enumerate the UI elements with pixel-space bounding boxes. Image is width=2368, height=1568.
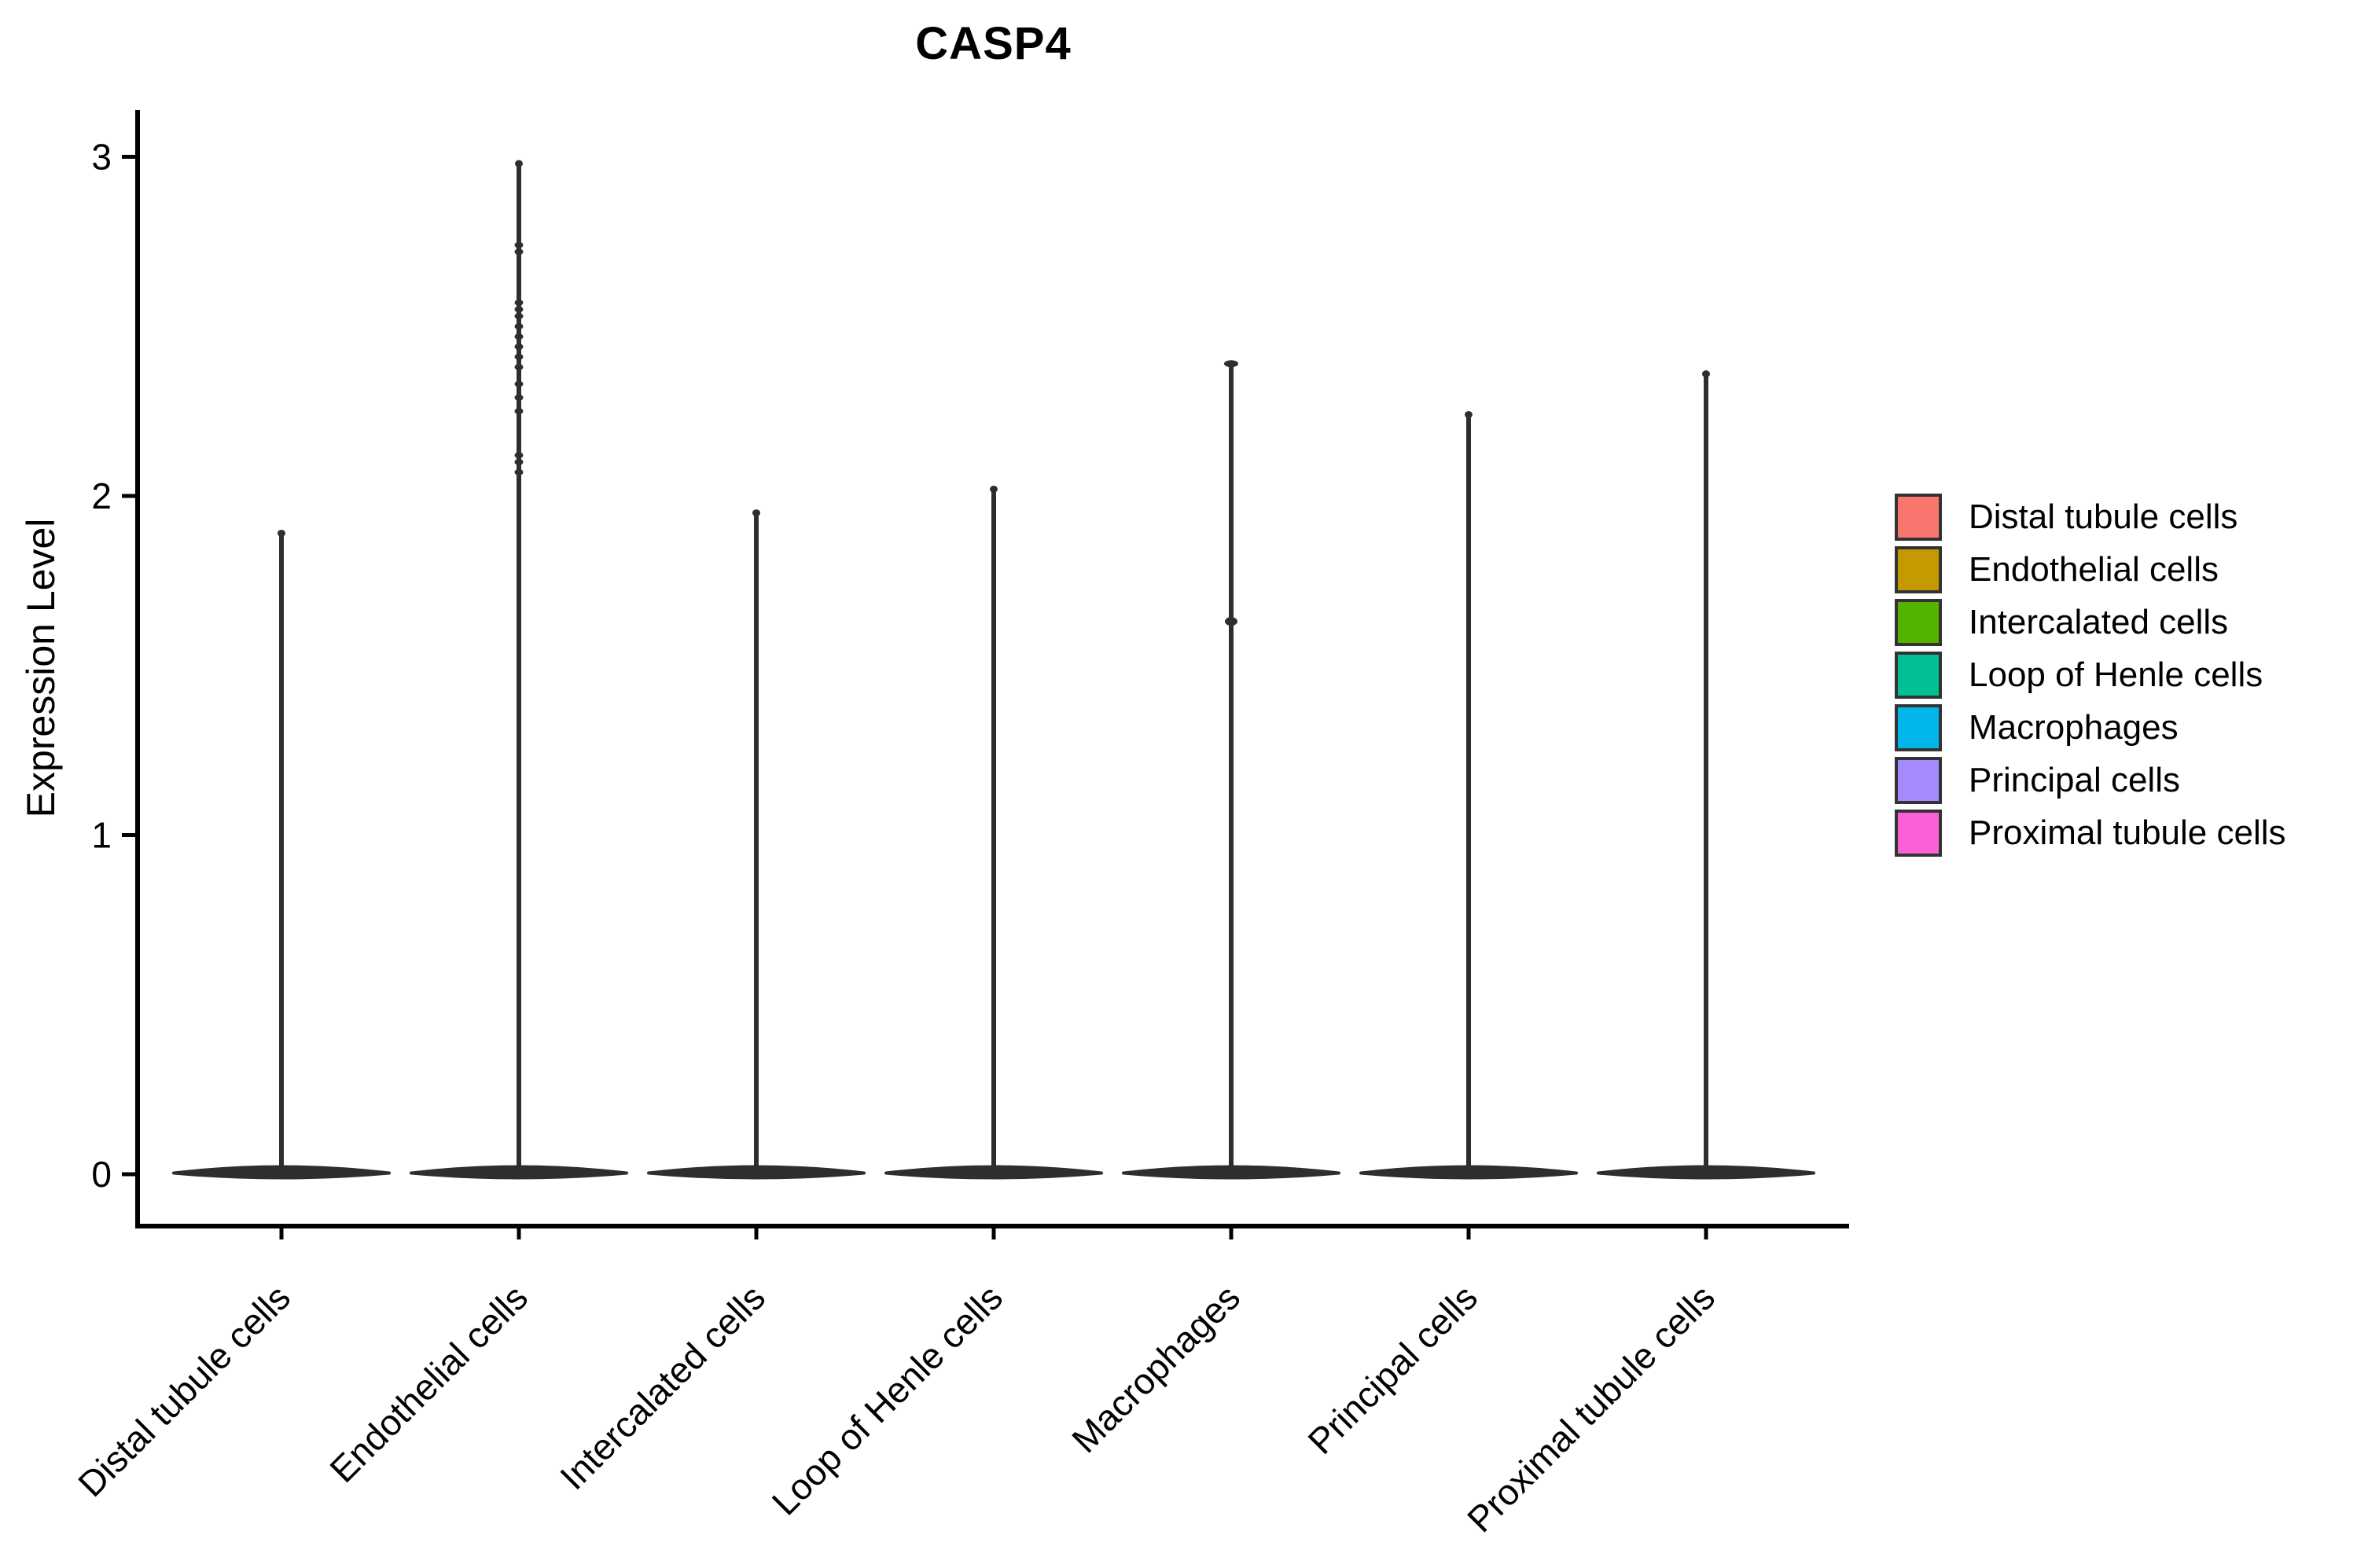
expression-point (514, 458, 524, 465)
violin-body-proximal-tubule-cells (1597, 1165, 1815, 1180)
legend-label-endothelial-cells: Endothelial cells (1969, 550, 2219, 589)
expression-point (514, 306, 524, 313)
legend: Distal tubule cells Endothelial cells Inte… (1895, 494, 2286, 857)
legend-item-proximal-tubule-cells: Proximal tubule cells (1895, 810, 2286, 857)
expression-point (1225, 617, 1237, 626)
y-tick-label-0: 0 (91, 1154, 112, 1195)
violin-distal-tubule-cells (172, 529, 391, 1180)
y-tick-label-3: 3 (91, 137, 112, 178)
legend-item-macrophages: Macrophages (1895, 704, 2286, 751)
plot-title: CASP4 (915, 18, 1072, 69)
legend-key-swatch-loop-of-henle-cells (1895, 652, 1942, 699)
legend-item-endothelial-cells: Endothelial cells (1895, 546, 2286, 593)
expression-point (514, 343, 524, 351)
legend-label-principal-cells: Principal cells (1969, 761, 2180, 799)
violin-max-point-endothelial-cells (515, 160, 523, 167)
violin-max-point-intercalated-cells (752, 509, 760, 517)
violin-intercalated-cells (647, 509, 866, 1180)
violin-body-distal-tubule-cells (172, 1165, 391, 1180)
legend-item-loop-of-henle-cells: Loop of Henle cells (1895, 652, 2286, 699)
violin-endothelial-cells (410, 160, 628, 1180)
legend-key-swatch-macrophages (1895, 704, 1942, 751)
violin-body-loop-of-henle-cells (884, 1165, 1103, 1180)
legend-key-swatch-proximal-tubule-cells (1895, 810, 1942, 857)
expression-point (514, 364, 524, 371)
expression-point (514, 323, 524, 330)
expression-point (514, 468, 524, 476)
x-axis-label-loop-of-henle-cells: Loop of Henle cells (764, 1276, 1010, 1522)
expression-point (514, 380, 524, 387)
expression-point (514, 248, 524, 255)
x-axis-label-intercalated-cells: Intercalated cells (552, 1276, 773, 1497)
x-axis-label-macrophages: Macrophages (1064, 1276, 1248, 1460)
x-axis-label-proximal-tubule-cells: Proximal tubule cells (1459, 1276, 1723, 1540)
legend-label-intercalated-cells: Intercalated cells (1969, 603, 2229, 641)
expression-point (514, 452, 524, 459)
legend-label-macrophages: Macrophages (1969, 708, 2179, 747)
violin-body-endothelial-cells (410, 1165, 628, 1180)
x-axis-label-distal-tubule-cells: Distal tubule cells (70, 1276, 298, 1504)
expression-point (514, 299, 524, 307)
violin-body-intercalated-cells (647, 1165, 866, 1180)
legend-label-distal-tubule-cells: Distal tubule cells (1969, 498, 2238, 536)
x-axis-label-endothelial-cells: Endothelial cells (322, 1276, 535, 1490)
expression-point (514, 394, 524, 401)
expression-point (514, 333, 524, 340)
legend-key-swatch-endothelial-cells (1895, 546, 1942, 593)
violin-principal-cells (1359, 410, 1578, 1180)
expression-point (514, 241, 524, 248)
violin-proximal-tubule-cells (1597, 370, 1815, 1180)
legend-key-swatch-principal-cells (1895, 757, 1942, 804)
y-tick-label-1: 1 (91, 815, 112, 856)
x-axis-label-principal-cells: Principal cells (1300, 1276, 1485, 1462)
legend-item-principal-cells: Principal cells (1895, 757, 2286, 804)
violin-macrophages (1122, 360, 1340, 1180)
violin-max-point-principal-cells (1465, 410, 1473, 418)
expression-point (514, 408, 524, 415)
legend-label-proximal-tubule-cells: Proximal tubule cells (1969, 813, 2286, 852)
legend-key-swatch-distal-tubule-cells (1895, 494, 1942, 541)
expression-point (514, 313, 524, 320)
violin-loop-of-henle-cells (884, 485, 1103, 1180)
legend-label-loop-of-henle-cells: Loop of Henle cells (1969, 655, 2263, 694)
violin-body-macrophages (1122, 1165, 1340, 1180)
violin-max-point-proximal-tubule-cells (1702, 370, 1710, 378)
y-tick-label-2: 2 (91, 476, 112, 516)
legend-key-swatch-intercalated-cells (1895, 599, 1942, 646)
violin-max-point-macrophages (1224, 360, 1238, 368)
legend-item-distal-tubule-cells: Distal tubule cells (1895, 494, 2286, 541)
expression-point (514, 354, 524, 361)
legend-item-intercalated-cells: Intercalated cells (1895, 599, 2286, 646)
violin-body-principal-cells (1359, 1165, 1578, 1180)
violin-max-point-distal-tubule-cells (278, 529, 285, 537)
violin-max-point-loop-of-henle-cells (990, 485, 998, 493)
